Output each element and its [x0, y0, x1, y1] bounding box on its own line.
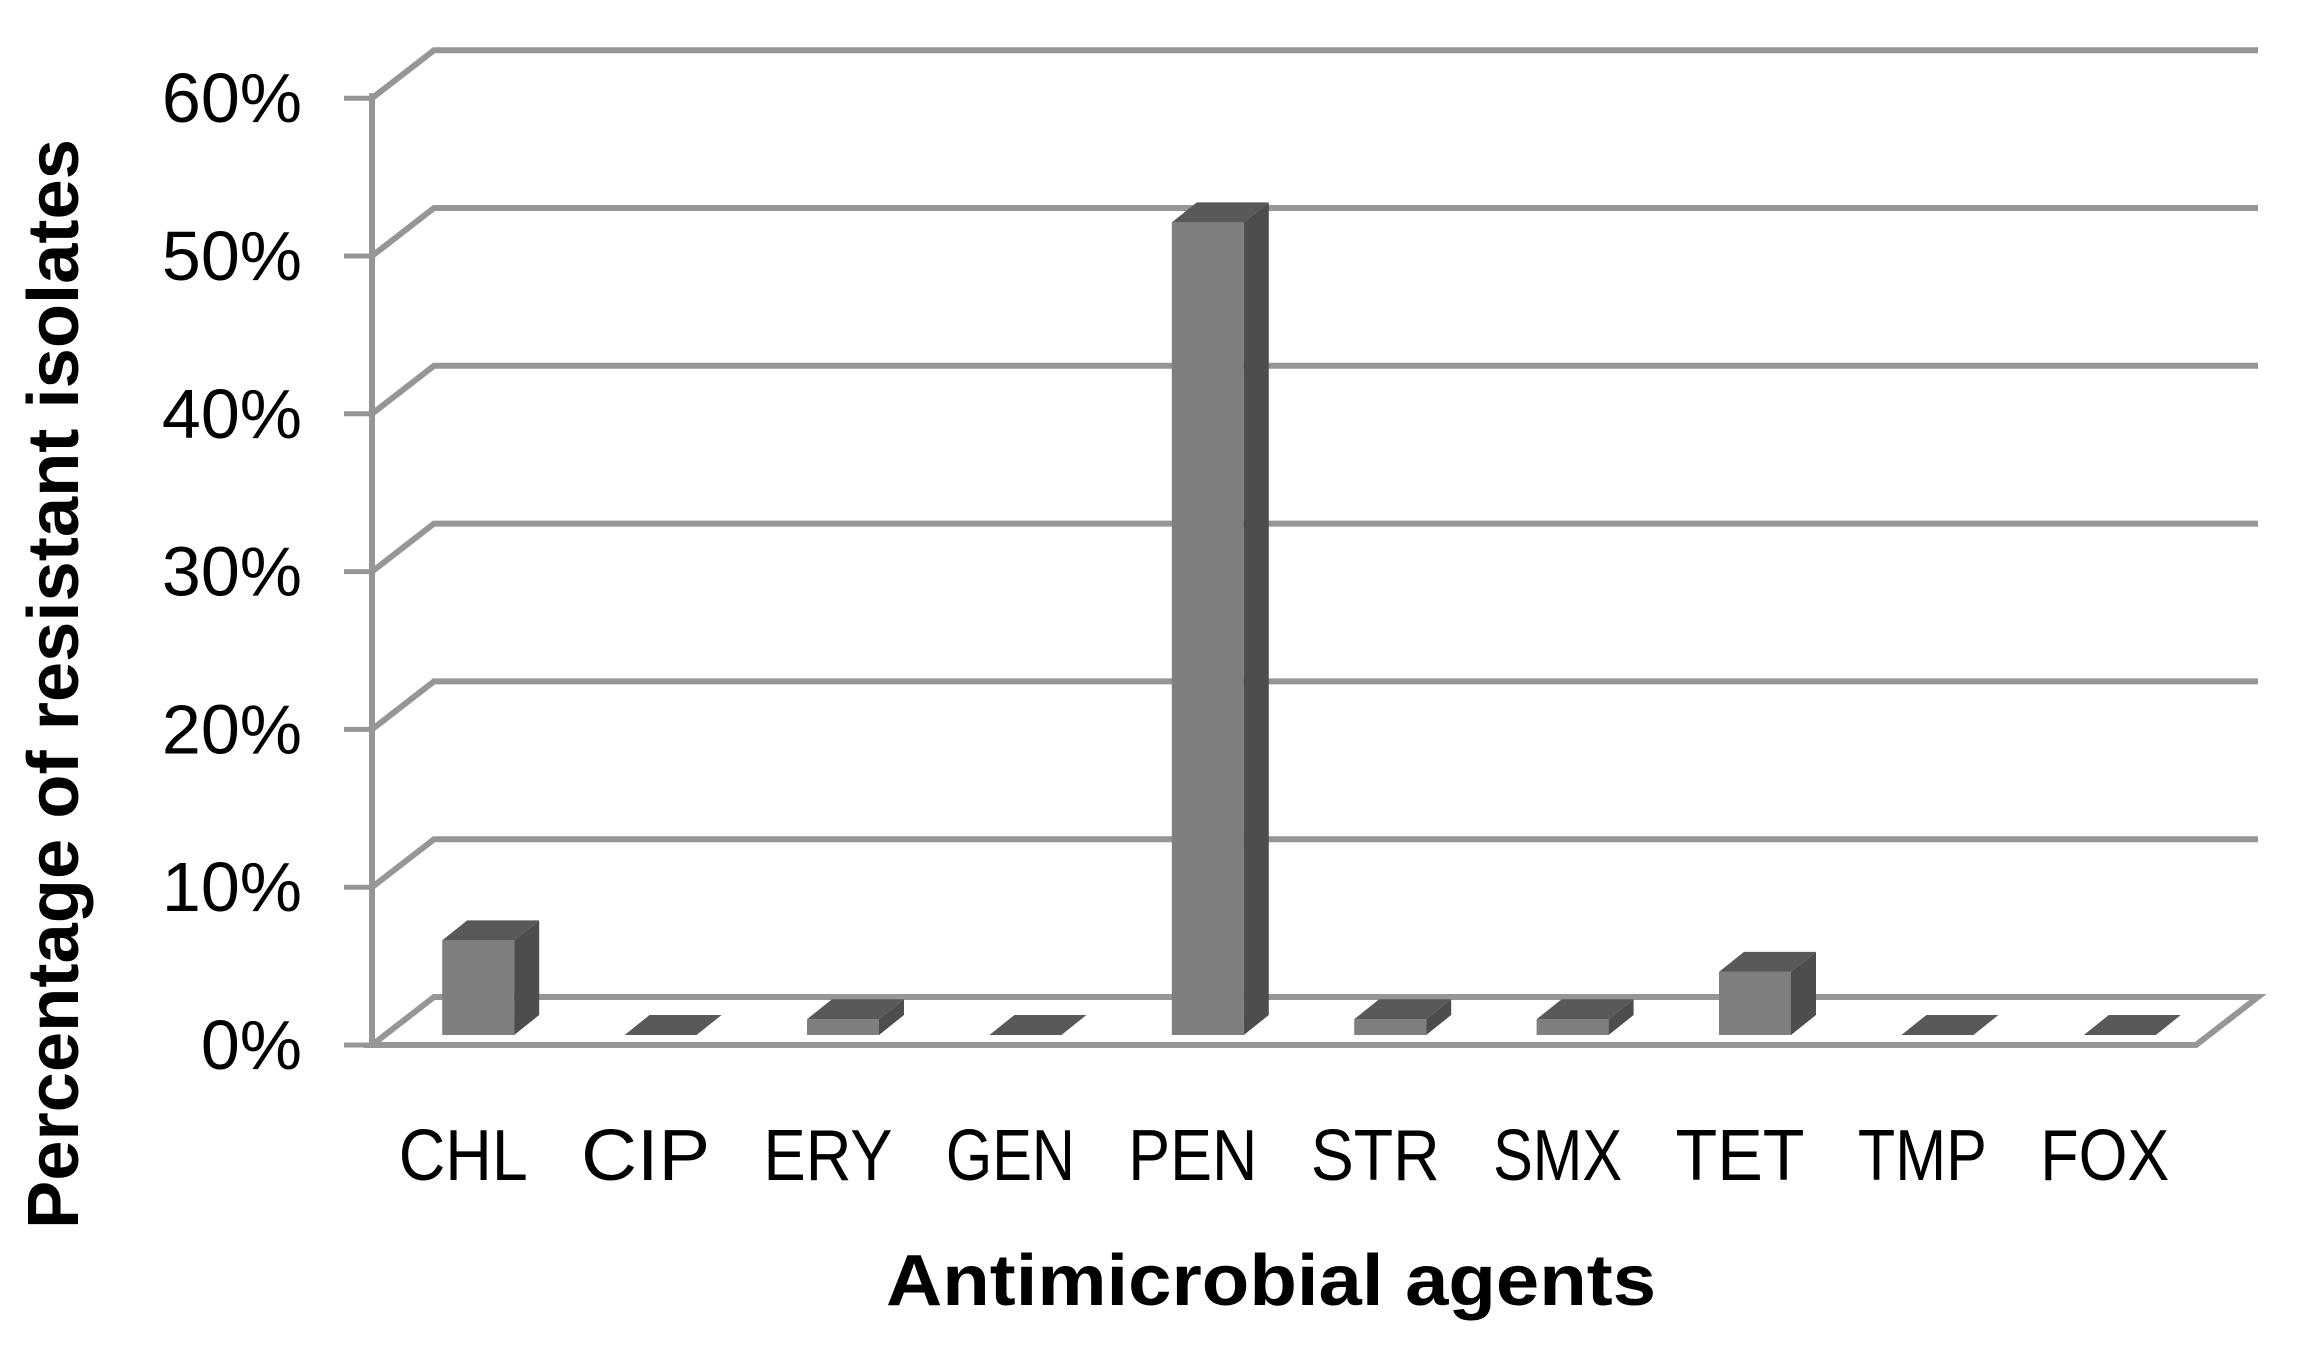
- bar-str-top: [1354, 999, 1452, 1020]
- gridline-40: [370, 362, 2258, 417]
- bar-chl-top: [442, 920, 540, 941]
- bar-smx-top: [1536, 999, 1634, 1020]
- x-category-label-cip: CIP: [581, 1116, 710, 1196]
- x-category-label-pen: PEN: [1128, 1116, 1257, 1196]
- gridline-50: [370, 205, 2258, 259]
- y-tick-label-30: 30%: [162, 533, 302, 611]
- x-category-label-str: STR: [1311, 1116, 1440, 1196]
- bar-pen-front: [1171, 222, 1244, 1035]
- y-axis-title: Percentage of resistant isolates: [14, 139, 94, 1229]
- x-category-label-gen: GEN: [946, 1116, 1075, 1196]
- bar-pen-side: [1243, 202, 1269, 1035]
- x-category-label-smx: SMX: [1493, 1116, 1622, 1196]
- bar-ery-front: [807, 1019, 879, 1035]
- y-tick-label-20: 20%: [162, 690, 302, 768]
- x-category-label-tet: TET: [1676, 1116, 1805, 1196]
- bar-tet-side: [1791, 951, 1816, 1035]
- y-tick-label-0: 0%: [201, 1006, 302, 1084]
- bar-pen-top: [1171, 202, 1269, 223]
- x-axis-title: Antimicrobial agents: [886, 1241, 1656, 1321]
- bar-chl-side: [514, 920, 540, 1035]
- bar-cip: [624, 1015, 722, 1035]
- gridline-20: [370, 678, 2258, 732]
- gridline-10: [370, 836, 2258, 890]
- bar-str-front: [1354, 1019, 1427, 1035]
- x-category-label-fox: FOX: [2040, 1116, 2169, 1196]
- x-category-label-chl: CHL: [399, 1116, 528, 1196]
- x-category-label-ery: ERY: [764, 1116, 893, 1196]
- bar-ery-side: [879, 999, 904, 1035]
- y-tick-label-40: 40%: [162, 375, 302, 453]
- x-category-label-tmp: TMP: [1858, 1116, 1987, 1196]
- gridline-30: [370, 520, 2258, 574]
- y-tick-label-10: 10%: [162, 848, 302, 926]
- y-tick-label-60: 60%: [162, 59, 302, 137]
- bar-fox: [2083, 1015, 2181, 1035]
- bar-tmp: [1901, 1015, 1999, 1035]
- bar-tet-front: [1719, 971, 1791, 1035]
- bar-str-side: [1426, 999, 1452, 1035]
- bar-ery-top: [807, 999, 904, 1020]
- gridline-60: [370, 47, 2258, 101]
- floor: [363, 994, 2267, 1048]
- bar-smx-side: [1608, 999, 1634, 1035]
- bar-chl-front: [442, 940, 515, 1035]
- y-tick-label-50: 50%: [162, 217, 302, 295]
- bar-smx-front: [1536, 1019, 1609, 1035]
- bar-tet-top: [1719, 951, 1816, 972]
- bar-gen: [989, 1015, 1087, 1035]
